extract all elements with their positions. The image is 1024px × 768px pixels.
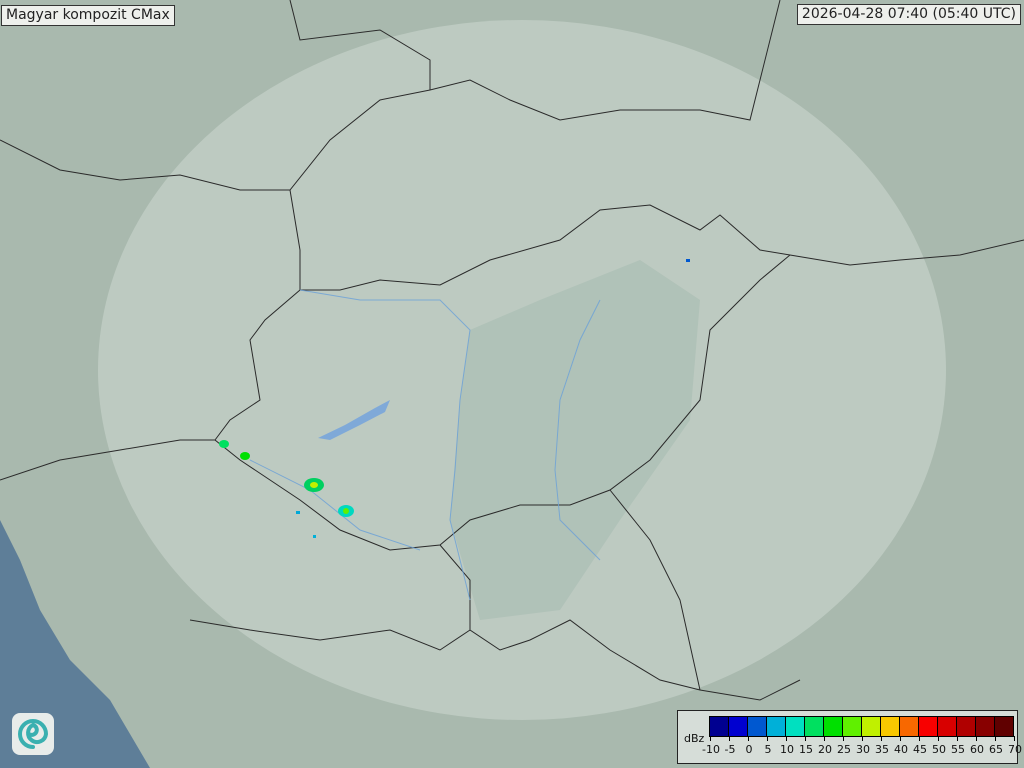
- legend-tick-mark: [881, 736, 882, 741]
- legend-swatch: [805, 717, 824, 736]
- legend-tick-mark: [900, 736, 901, 741]
- legend-swatch: [881, 717, 900, 736]
- legend-tick-label: 40: [894, 743, 908, 756]
- legend-tick-label: 5: [764, 743, 772, 756]
- legend-tick-mark: [862, 736, 863, 741]
- legend-tick-mark: [729, 736, 730, 741]
- radar-coverage-area: [98, 20, 946, 720]
- timestamp: 2026-04-28 07:40 (05:40 UTC): [796, 4, 1021, 25]
- dbz-legend: dBz -10 -5 0 5 10 15 20 25 30 35 40 45 50 55 60 65 70: [677, 710, 1022, 764]
- legend-swatch: [748, 717, 767, 736]
- legend-swatch: [862, 717, 881, 736]
- product-title: Magyar kompozit CMax: [1, 5, 175, 26]
- legend-tick-label: 55: [951, 743, 965, 756]
- legend-tick-label: 45: [913, 743, 927, 756]
- legend-tick-label: 65: [989, 743, 1003, 756]
- lake-balaton: [318, 400, 390, 440]
- great-plain: [450, 260, 700, 620]
- legend-swatch: [729, 717, 748, 736]
- rivers: [249, 289, 601, 601]
- legend-tick-label: 60: [970, 743, 984, 756]
- legend-tick-label: 10: [780, 743, 794, 756]
- adriatic-sea: [0, 520, 150, 768]
- legend-swatch: [976, 717, 995, 736]
- legend-tick-label: 0: [745, 743, 753, 756]
- legend-tick-label: 25: [837, 743, 851, 756]
- legend-tick-label: -5: [724, 743, 736, 756]
- legend-tick-mark: [824, 736, 825, 741]
- legend-tick-label: 20: [818, 743, 832, 756]
- legend-tick-mark: [710, 736, 711, 741]
- legend-tick-label: 30: [856, 743, 870, 756]
- legend-tick-mark: [919, 736, 920, 741]
- legend-swatch: [900, 717, 919, 736]
- radar-echoes: [219, 259, 690, 538]
- legend-tick-label: 70: [1008, 743, 1022, 756]
- legend-tick-mark: [995, 736, 996, 741]
- legend-swatch: [995, 717, 1013, 736]
- legend-swatch: [938, 717, 957, 736]
- country-borders: [0, 0, 1024, 701]
- legend-tick-mark: [938, 736, 939, 741]
- legend-tick-label: -10: [702, 743, 720, 756]
- legend-tick-mark: [1014, 736, 1015, 741]
- legend-swatch: [786, 717, 805, 736]
- legend-swatch: [843, 717, 862, 736]
- legend-tick-mark: [957, 736, 958, 741]
- legend-tick-label: 50: [932, 743, 946, 756]
- legend-tick-mark: [767, 736, 768, 741]
- legend-color-bar: [709, 716, 1014, 737]
- legend-tick-mark: [976, 736, 977, 741]
- legend-tick-mark: [805, 736, 806, 741]
- legend-tick-mark: [748, 736, 749, 741]
- legend-swatch: [767, 717, 786, 736]
- legend-tick-mark: [843, 736, 844, 741]
- legend-swatch: [919, 717, 938, 736]
- swirl-logo-icon: [12, 713, 54, 755]
- legend-tick-label: 35: [875, 743, 889, 756]
- legend-tick-label: 15: [799, 743, 813, 756]
- legend-tick-mark: [786, 736, 787, 741]
- legend-swatch: [957, 717, 976, 736]
- legend-swatch: [710, 717, 729, 736]
- legend-unit: dBz: [684, 732, 705, 745]
- legend-swatch: [824, 717, 843, 736]
